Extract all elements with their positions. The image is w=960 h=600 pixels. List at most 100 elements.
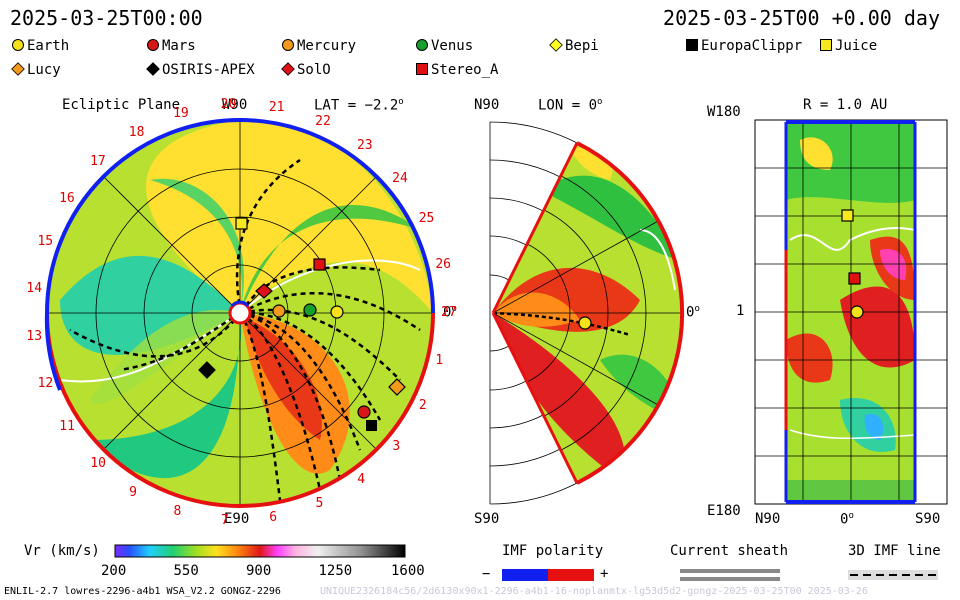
venus-marker bbox=[303, 303, 317, 317]
carrington-label: 24 bbox=[392, 171, 408, 187]
carrington-label: 14 bbox=[26, 281, 43, 297]
carrington-label: 19 bbox=[173, 105, 189, 121]
circle-icon bbox=[416, 39, 428, 51]
velocity-colorbar bbox=[114, 544, 406, 558]
mars-marker bbox=[357, 405, 371, 419]
legend-label: SolO bbox=[297, 62, 331, 78]
carrington-label: 25 bbox=[418, 211, 435, 227]
legend-item-osiris-apex: OSIRIS-APEX bbox=[146, 62, 255, 78]
carrington-label: 8 bbox=[173, 504, 182, 520]
square-icon bbox=[686, 39, 698, 51]
legend-label: EuropaClippr bbox=[701, 38, 803, 54]
juice-marker-radial bbox=[841, 209, 854, 222]
imf-line-swatch bbox=[848, 570, 938, 580]
meridional-n90-label: N90 bbox=[474, 97, 500, 113]
legend-item-stereo-a: Stereo_A bbox=[416, 62, 498, 78]
mercury-marker bbox=[272, 304, 286, 318]
legend-label: Stereo_A bbox=[431, 62, 499, 78]
carrington-label: 5 bbox=[315, 495, 324, 511]
legend-label: Mercury bbox=[297, 38, 357, 54]
sheath-title: Current sheath bbox=[670, 543, 789, 559]
earth-marker-meridional bbox=[578, 316, 592, 330]
carrington-label: 4 bbox=[357, 471, 366, 487]
radial-w180-label: W180 bbox=[707, 104, 741, 120]
legend-label: Bepi bbox=[565, 38, 599, 54]
ecliptic-zero-label: 0o bbox=[443, 304, 457, 321]
polarity-negative-swatch bbox=[502, 569, 548, 581]
radial-e180-label: E180 bbox=[707, 503, 741, 519]
radial-zero-label: 0o bbox=[840, 511, 854, 528]
carrington-label: 16 bbox=[59, 190, 75, 206]
legend-label: Mars bbox=[162, 38, 196, 54]
right-timestamp: 2025-03-25T00 +0.00 day bbox=[663, 6, 940, 30]
square-icon bbox=[416, 63, 428, 75]
legend-label: Venus bbox=[431, 38, 474, 54]
radial-s90-label: S90 bbox=[915, 511, 941, 527]
ecliptic-w90-label: W90 bbox=[222, 97, 248, 113]
carrington-label: 20 bbox=[220, 97, 237, 113]
ecliptic-lat-label: LAT = −2.2o bbox=[314, 97, 404, 114]
left-timestamp: 2025-03-25T00:00 bbox=[10, 6, 203, 30]
meridional-lon-label: LON = 0o bbox=[538, 97, 603, 114]
carrington-label: 9 bbox=[129, 485, 137, 501]
radial-one-label: 1 bbox=[736, 303, 745, 319]
footer-left: ENLIL-2.7 lowres-2296-a4b1 WSA_V2.2 GONG… bbox=[4, 586, 281, 597]
carrington-label: 23 bbox=[356, 137, 373, 153]
legend-item-juice: Juice bbox=[820, 38, 877, 54]
carrington-label: 3 bbox=[392, 438, 401, 454]
carrington-label: 27 bbox=[440, 304, 457, 320]
colorbar-tick: 200 bbox=[101, 563, 127, 579]
meridional-zero-label: 0o bbox=[686, 304, 700, 321]
ecliptic-e90-label: E90 bbox=[224, 511, 250, 527]
legend-label: Lucy bbox=[27, 62, 61, 78]
juice-marker bbox=[235, 217, 248, 230]
meridional-plane-panel bbox=[489, 121, 685, 505]
carrington-label: 21 bbox=[268, 100, 285, 116]
legend-label: OSIRIS-APEX bbox=[162, 62, 255, 78]
solo-marker bbox=[255, 283, 273, 299]
diamond-icon bbox=[281, 62, 295, 76]
circle-icon bbox=[147, 39, 159, 51]
diamond-icon bbox=[146, 62, 160, 76]
legend-item-earth: Earth bbox=[12, 38, 69, 54]
diamond-icon bbox=[11, 62, 25, 76]
imf3d-title: 3D IMF line bbox=[848, 543, 941, 559]
circle-icon bbox=[282, 39, 294, 51]
colorbar-tick: 1250 bbox=[318, 563, 353, 579]
colorbar-tick: 1600 bbox=[391, 563, 425, 579]
carrington-label: 10 bbox=[90, 456, 106, 472]
carrington-label: 22 bbox=[315, 113, 331, 129]
earth-marker bbox=[330, 305, 344, 319]
stereo-a-marker bbox=[313, 258, 326, 271]
legend-item-mercury: Mercury bbox=[282, 38, 356, 54]
footer-right: UNIQUE2326184c56/2d6130x90x1-2296-a4b1-1… bbox=[320, 586, 868, 597]
lucy-marker bbox=[388, 378, 406, 396]
polarity-positive-swatch bbox=[548, 569, 594, 581]
carrington-label: 11 bbox=[59, 419, 75, 435]
ecliptic-plane-panel bbox=[44, 118, 435, 508]
carrington-label: 12 bbox=[37, 376, 54, 392]
carrington-label: 7 bbox=[220, 512, 229, 528]
carrington-label: 2 bbox=[418, 398, 427, 414]
radial-map-panel bbox=[754, 119, 948, 505]
colorbar-tick: 900 bbox=[246, 563, 272, 579]
colorbar-label: Vr (km/s) bbox=[24, 543, 100, 559]
legend-item-solo: SolO bbox=[281, 62, 331, 78]
legend-label: Earth bbox=[27, 38, 70, 54]
radial-n90-label: N90 bbox=[755, 511, 781, 527]
circle-icon bbox=[12, 39, 24, 51]
diamond-icon bbox=[549, 38, 563, 52]
legend-item-venus: Venus bbox=[416, 38, 473, 54]
osiris-apex-marker bbox=[198, 361, 216, 379]
carrington-label: 1 bbox=[435, 352, 444, 368]
earth-marker-radial bbox=[850, 305, 864, 319]
polarity-minus: − bbox=[482, 566, 491, 582]
legend-item-europaclippr: EuropaClippr bbox=[686, 38, 802, 54]
stereo-a-marker-radial bbox=[848, 272, 861, 285]
carrington-label: 15 bbox=[37, 234, 54, 250]
carrington-label: 6 bbox=[269, 509, 278, 525]
ecliptic-title: Ecliptic Plane bbox=[62, 97, 181, 113]
legend-item-bepi: Bepi bbox=[549, 38, 599, 54]
